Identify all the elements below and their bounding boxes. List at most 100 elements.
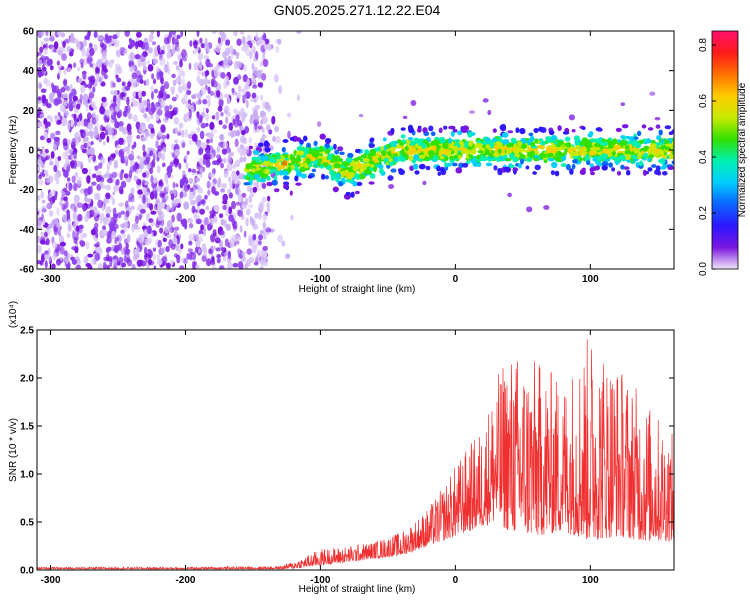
signal-cell [358,113,364,118]
signal-cell [264,160,269,166]
noise-cell [235,201,241,206]
noise-cell [70,119,74,128]
signal-cell [453,154,459,159]
noise-cell [57,31,62,37]
signal-cell [487,109,492,116]
noise-cell [41,146,45,151]
noise-cell [153,88,159,94]
noise-cell [259,60,264,67]
noise-cell [73,198,78,206]
noise-cell [194,92,197,99]
noise-cell [206,180,211,189]
noise-cell [52,144,58,151]
signal-cell [343,160,348,167]
noise-cell [265,43,272,51]
x-tick-label: -200 [175,575,195,586]
signal-cell [477,150,484,154]
signal-cell [357,156,363,160]
noise-cell [234,138,239,148]
noise-cell [236,61,243,69]
signal-cell [625,154,631,161]
signal-cell [520,138,527,144]
signal-cell [485,162,493,167]
signal-cell [664,125,672,130]
signal-cell [450,130,455,137]
signal-cell [252,168,256,173]
noise-cell [248,237,254,247]
signal-cell [527,152,533,157]
signal-cell [489,141,494,148]
noise-cell [140,209,146,214]
noise-cell [139,161,145,170]
noise-cell [81,167,88,175]
noise-cell [196,127,201,132]
signal-cell [594,143,601,148]
noise-cell [166,220,173,229]
noise-cell [80,188,85,194]
noise-cell [116,77,122,83]
noise-cell [132,164,137,172]
noise-cell [143,113,148,119]
noise-cell [198,114,203,121]
noise-cell [199,130,205,140]
noise-cell [126,248,130,256]
signal-cell [325,165,333,171]
signal-cell [507,192,512,198]
noise-cell [189,252,193,261]
signal-cell [503,166,511,172]
noise-cell [233,31,238,37]
noise-cell [67,122,71,131]
noise-cell [49,191,53,199]
noise-cell [226,97,231,105]
noise-cell [166,234,172,239]
signal-cell [554,170,560,177]
signal-cell [399,142,405,146]
noise-cell [189,187,194,192]
noise-cell [92,173,97,178]
noise-cell [118,126,125,132]
signal-cell [492,128,497,133]
noise-cell [111,197,116,206]
signal-cell [557,125,562,131]
noise-cell [43,37,50,42]
noise-cell [79,93,83,103]
signal-cell [565,143,572,148]
noise-cell [46,137,52,143]
noise-cell [138,74,144,80]
signal-cell [405,139,411,145]
noise-cell [124,85,130,91]
noise-cell [214,237,221,244]
noise-cell [183,201,190,210]
signal-cell [391,150,395,155]
noise-cell [37,66,42,73]
noise-cell [275,45,280,54]
noise-cell [251,92,257,99]
signal-cell [543,159,548,163]
noise-cell [202,158,207,165]
noise-cell [205,156,211,162]
noise-cell [165,204,171,212]
signal-cell [654,117,661,121]
noise-cell [38,51,42,56]
signal-cell [392,153,398,157]
noise-cell [173,226,180,231]
noise-cell [91,206,98,211]
signal-cell [656,135,662,140]
noise-cell [227,261,233,269]
noise-cell [228,192,233,199]
noise-cell [156,165,161,174]
noise-cell [174,158,177,165]
noise-cell [107,127,114,136]
noise-cell [195,246,199,253]
noise-cell [37,166,41,171]
noise-cell [216,154,222,159]
noise-cell [215,111,220,121]
noise-cell [244,262,248,269]
noise-cell [224,109,228,115]
signal-cell [324,175,329,180]
signal-cell [439,137,446,144]
noise-cell [225,223,231,231]
signal-cell [533,128,539,133]
signal-cell [281,147,286,153]
noise-cell [269,145,274,151]
